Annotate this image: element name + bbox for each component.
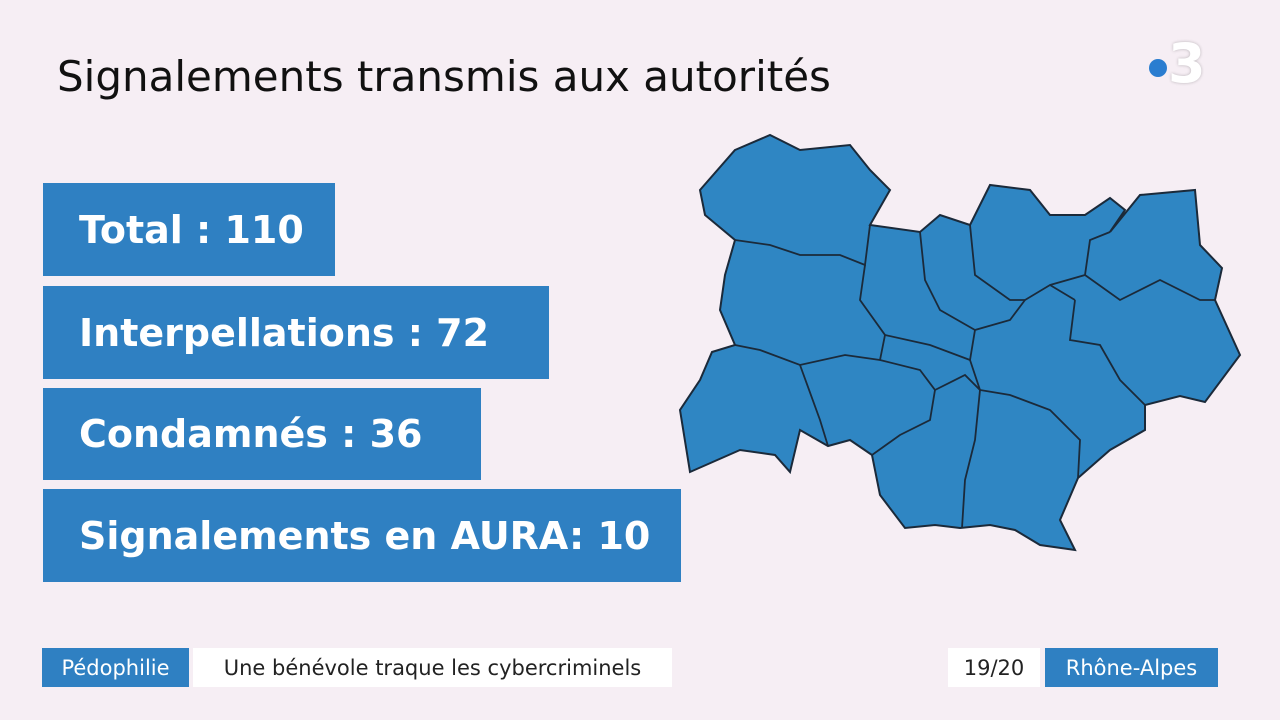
department-borders xyxy=(734,224,1215,529)
logo: 3 xyxy=(1168,32,1206,95)
border xyxy=(919,231,976,331)
headline: Une bénévole traque les cybercriminels xyxy=(193,648,672,687)
border xyxy=(934,373,981,529)
title: Signalements transmis aux autorités xyxy=(57,52,831,101)
border xyxy=(734,224,871,267)
border xyxy=(734,264,886,366)
topic-tag: Pédophilie xyxy=(42,648,189,687)
border xyxy=(884,283,1076,362)
logo-dot xyxy=(1149,59,1167,77)
border xyxy=(969,359,1081,479)
border xyxy=(1049,231,1111,286)
map-outline xyxy=(678,133,1242,552)
border xyxy=(969,224,1025,301)
stat-box: Signalements en AURA: 10 xyxy=(43,489,681,582)
stat-box: Condamnés : 36 xyxy=(43,388,481,480)
border xyxy=(1084,274,1215,302)
border xyxy=(1068,299,1146,406)
stat-box: Total : 110 xyxy=(43,183,335,276)
region-tag: Rhône-Alpes xyxy=(1045,648,1218,687)
border xyxy=(871,359,936,456)
stat-box: Interpellations : 72 xyxy=(43,286,549,379)
border xyxy=(799,364,829,447)
program-tag: 19/20 xyxy=(948,648,1040,687)
